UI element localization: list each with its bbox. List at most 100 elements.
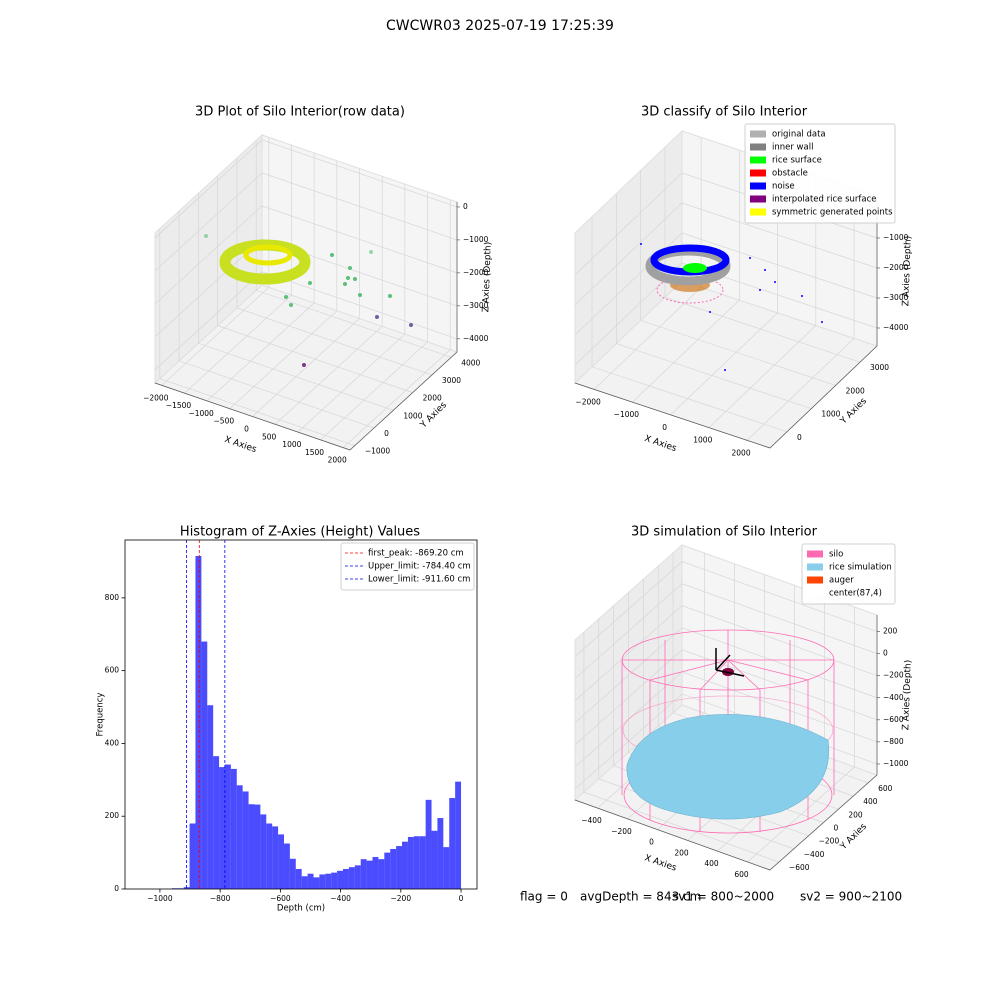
axis-line: [349, 351, 458, 451]
bar: [419, 836, 426, 889]
bar: [384, 852, 391, 889]
bar: [325, 873, 332, 889]
bar: [266, 823, 273, 889]
legend-swatch: [750, 143, 766, 151]
legend-label: obstacle: [772, 169, 808, 179]
grid-line: [574, 561, 878, 657]
legend-label: interpolated rice surface: [772, 195, 877, 205]
y-tick-label: 1000: [821, 410, 840, 419]
grid-line: [154, 238, 458, 338]
bar: [402, 841, 408, 889]
legend-label: Lower_limit: -911.60 cm: [368, 575, 470, 585]
grid-line: [159, 228, 355, 446]
bar: [260, 814, 267, 889]
bar: [236, 785, 243, 889]
z-tick-label: −400: [883, 693, 904, 702]
bar: [407, 836, 414, 889]
y-tick-label: −200: [819, 837, 840, 846]
z-tick-label: 200: [883, 627, 898, 636]
y-tick-label: 0: [384, 429, 389, 438]
z-tick-label: 0: [883, 649, 888, 658]
x-tick-label: −2000: [143, 393, 169, 402]
y-tick-label: 4000: [461, 358, 480, 367]
bar: [366, 860, 373, 889]
legend-swatch: [807, 563, 823, 571]
bar: [331, 872, 338, 889]
legend-swatch: [750, 130, 766, 138]
grid-line: [598, 618, 794, 850]
grid-line: [274, 176, 383, 425]
grid-line: [154, 139, 458, 239]
legend-box: [801, 543, 896, 605]
bar: [396, 846, 403, 889]
grid-line: [154, 271, 458, 371]
grid-line: [320, 191, 428, 441]
legend-swatch: [807, 576, 823, 584]
z-tick-label: −4000: [883, 323, 909, 332]
legend-swatch: [750, 208, 766, 216]
y-tick-label: 2000: [423, 394, 442, 403]
axis-line: [574, 799, 771, 871]
bar: [242, 791, 249, 889]
chart-title: Histogram of Z-Axies (Height) Values: [180, 525, 420, 540]
bar: [207, 705, 214, 889]
x-tick-label: 200: [674, 848, 689, 857]
point-cloud: [243, 244, 293, 266]
x-tick-label: −200: [611, 827, 632, 836]
point: [409, 323, 413, 327]
bar: [354, 865, 361, 889]
bar: [183, 887, 190, 889]
legend-label: center(87,4): [829, 589, 882, 599]
grid-line: [297, 184, 406, 433]
chart-title: 3D classify of Silo Interior: [641, 105, 808, 120]
bar: [337, 870, 344, 889]
point: [375, 315, 379, 319]
legend-box: [340, 542, 475, 591]
bar: [219, 767, 225, 889]
figure-title: CWCWR03 2025-07-19 17:25:39: [386, 18, 614, 34]
bar: [272, 826, 279, 889]
grid-line: [252, 168, 360, 417]
legend-swatch: [750, 195, 766, 203]
y-tick-label: 3000: [870, 363, 889, 372]
note: flag = 0: [520, 890, 568, 904]
chart-title: 3D Plot of Silo Interior(row data): [195, 105, 405, 120]
legend-swatch: [807, 550, 823, 558]
point: [759, 289, 761, 291]
axis-line: [154, 382, 351, 451]
point: [204, 234, 208, 238]
bar: [283, 843, 290, 889]
bar: [295, 868, 302, 889]
bar: [360, 859, 367, 889]
legend-label: rice surface: [772, 156, 822, 166]
legend-label: auger: [829, 576, 854, 586]
axis-line: [769, 774, 878, 871]
grid-line: [236, 157, 433, 376]
grid-line: [574, 605, 878, 701]
y-tick-label: 600: [105, 666, 120, 675]
axis-line: [574, 382, 771, 449]
point: [640, 243, 642, 245]
legend-swatch: [807, 589, 823, 597]
scatter-points: [204, 234, 413, 367]
bar: [431, 830, 438, 889]
point: [801, 295, 803, 297]
legend-label: symmetric generated points: [772, 208, 893, 218]
bar: [425, 799, 432, 889]
x-tick-label: 1500: [305, 448, 324, 457]
grid-line: [229, 160, 338, 409]
grid-line: [574, 202, 878, 306]
x-tick-label: −2000: [575, 397, 601, 406]
bar: [372, 856, 379, 889]
grid-line: [747, 606, 855, 863]
z-tick-label: −2000: [883, 263, 909, 272]
note: sv2 = 900~2100: [800, 890, 902, 904]
y-tick-label: 0: [834, 824, 839, 833]
y-tick-label: 400: [863, 797, 878, 806]
grid-line: [708, 175, 817, 428]
point: [308, 281, 312, 285]
y-tick-label: 800: [105, 593, 120, 602]
y-tick-label: 3000: [442, 376, 461, 385]
grid-line: [746, 188, 855, 441]
